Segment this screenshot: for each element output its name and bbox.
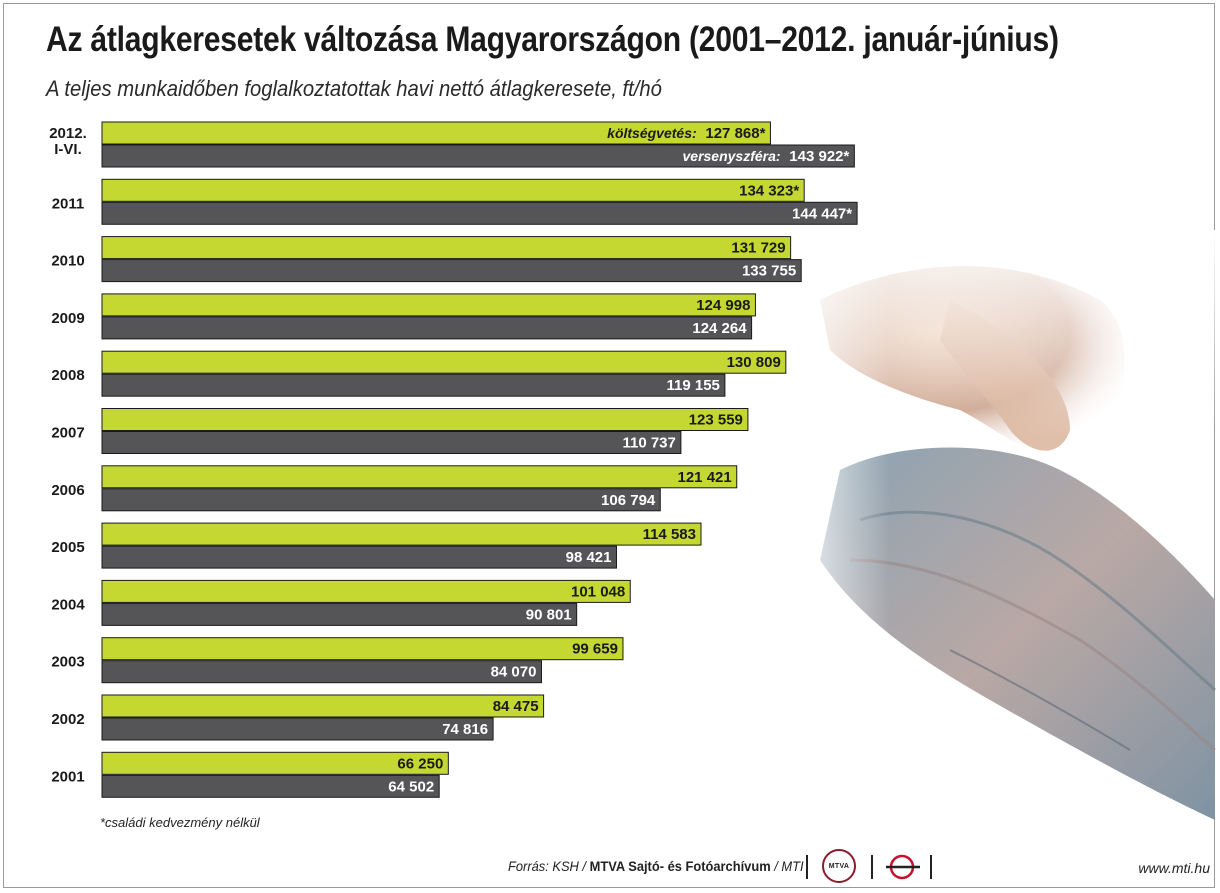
bar-koltsegvetes [101,236,792,260]
bar-versenyszfera [101,660,542,684]
website-link[interactable]: www.mti.hu [1138,860,1210,876]
bar-versenyszfera [101,259,802,283]
bar-koltsegvetes [101,293,756,317]
source-credit: Forrás: KSH / MTVA Sajtó- és Fotóarchívu… [508,858,804,874]
data-label: 124 264 [692,320,747,337]
data-label: 99 659 [572,641,618,658]
data-label: 106 794 [601,492,656,509]
bar-koltsegvetes [101,465,738,489]
data-label: 127 868* [705,125,765,142]
data-label: 143 922* [789,148,849,165]
category-label: 2009 [51,310,84,327]
category-label: 2008 [51,367,84,384]
data-label: 84 070 [491,664,537,681]
bar-koltsegvetes [101,579,631,603]
data-label: 144 447* [792,205,852,222]
data-label: 84 475 [493,698,539,715]
bar-versenyszfera [101,488,661,512]
data-label: 134 323* [739,182,799,199]
data-label: 114 583 [643,526,696,543]
data-label: 74 816 [442,721,488,738]
legend-label: költségvetés: [607,125,696,141]
category-label: 2006 [51,482,84,499]
category-label: 2005 [51,539,84,556]
bar-koltsegvetes [101,178,805,202]
bar-versenyszfera [101,431,682,454]
data-label: 110 737 [622,435,675,452]
bar-versenyszfera [101,545,618,569]
bar-koltsegvetes [101,751,449,775]
source-prefix: Forrás: KSH / [508,858,590,874]
separator [806,855,808,879]
data-label: 101 048 [571,583,625,600]
data-label: 64 502 [388,778,434,795]
bar-versenyszfera [101,717,494,741]
data-label: 119 155 [666,377,719,394]
data-label: 121 421 [678,469,732,486]
mtva-logo-text: MTVA [828,862,850,870]
bar-koltsegvetes [101,694,545,718]
bar-versenyszfera [101,316,753,340]
bar-koltsegvetes [101,121,771,145]
category-label: 2010 [51,253,84,270]
data-label: 124 998 [696,297,750,314]
category-label: 2004 [51,596,85,613]
data-label: 66 250 [397,755,443,772]
bar-koltsegvetes [101,637,624,661]
bar-koltsegvetes [101,522,702,546]
source-suffix: / MTI [770,858,804,874]
bar-versenyszfera [101,602,578,626]
separator [930,855,932,879]
chart-title: Az átlagkeresetek változása Magyarország… [46,20,1059,59]
category-label: 2011 [52,195,85,212]
bar-versenyszfera [101,144,855,168]
footnote: *családi kedvezmény nélkül [100,815,260,830]
bar-koltsegvetes [101,350,787,374]
data-label: 90 801 [526,606,572,623]
data-label: 123 559 [689,412,743,429]
chart-subtitle: A teljes munkaidőben foglalkoztatottak h… [46,76,662,101]
mti-logo-icon [886,854,920,880]
data-label: 98 421 [566,549,612,566]
bar-versenyszfera [101,201,858,225]
legend-label: versenyszféra: [683,148,781,164]
bar-versenyszfera [101,373,726,397]
category-label: 2007 [51,425,84,442]
mtva-logo: MTVA [822,849,856,883]
data-label: 130 809 [727,354,781,371]
category-label: 2003 [51,654,84,671]
category-label: 2012. I-VI. [49,125,87,158]
source-archive: MTVA Sajtó- és Fotóarchívum [589,858,771,874]
category-label: 2002 [51,711,84,728]
category-label: 2001 [51,768,84,785]
separator [871,855,873,879]
bar-versenyszfera [101,774,440,798]
bar-koltsegvetes [101,408,749,431]
data-label: 131 729 [731,240,785,257]
data-label: 133 755 [742,263,796,280]
